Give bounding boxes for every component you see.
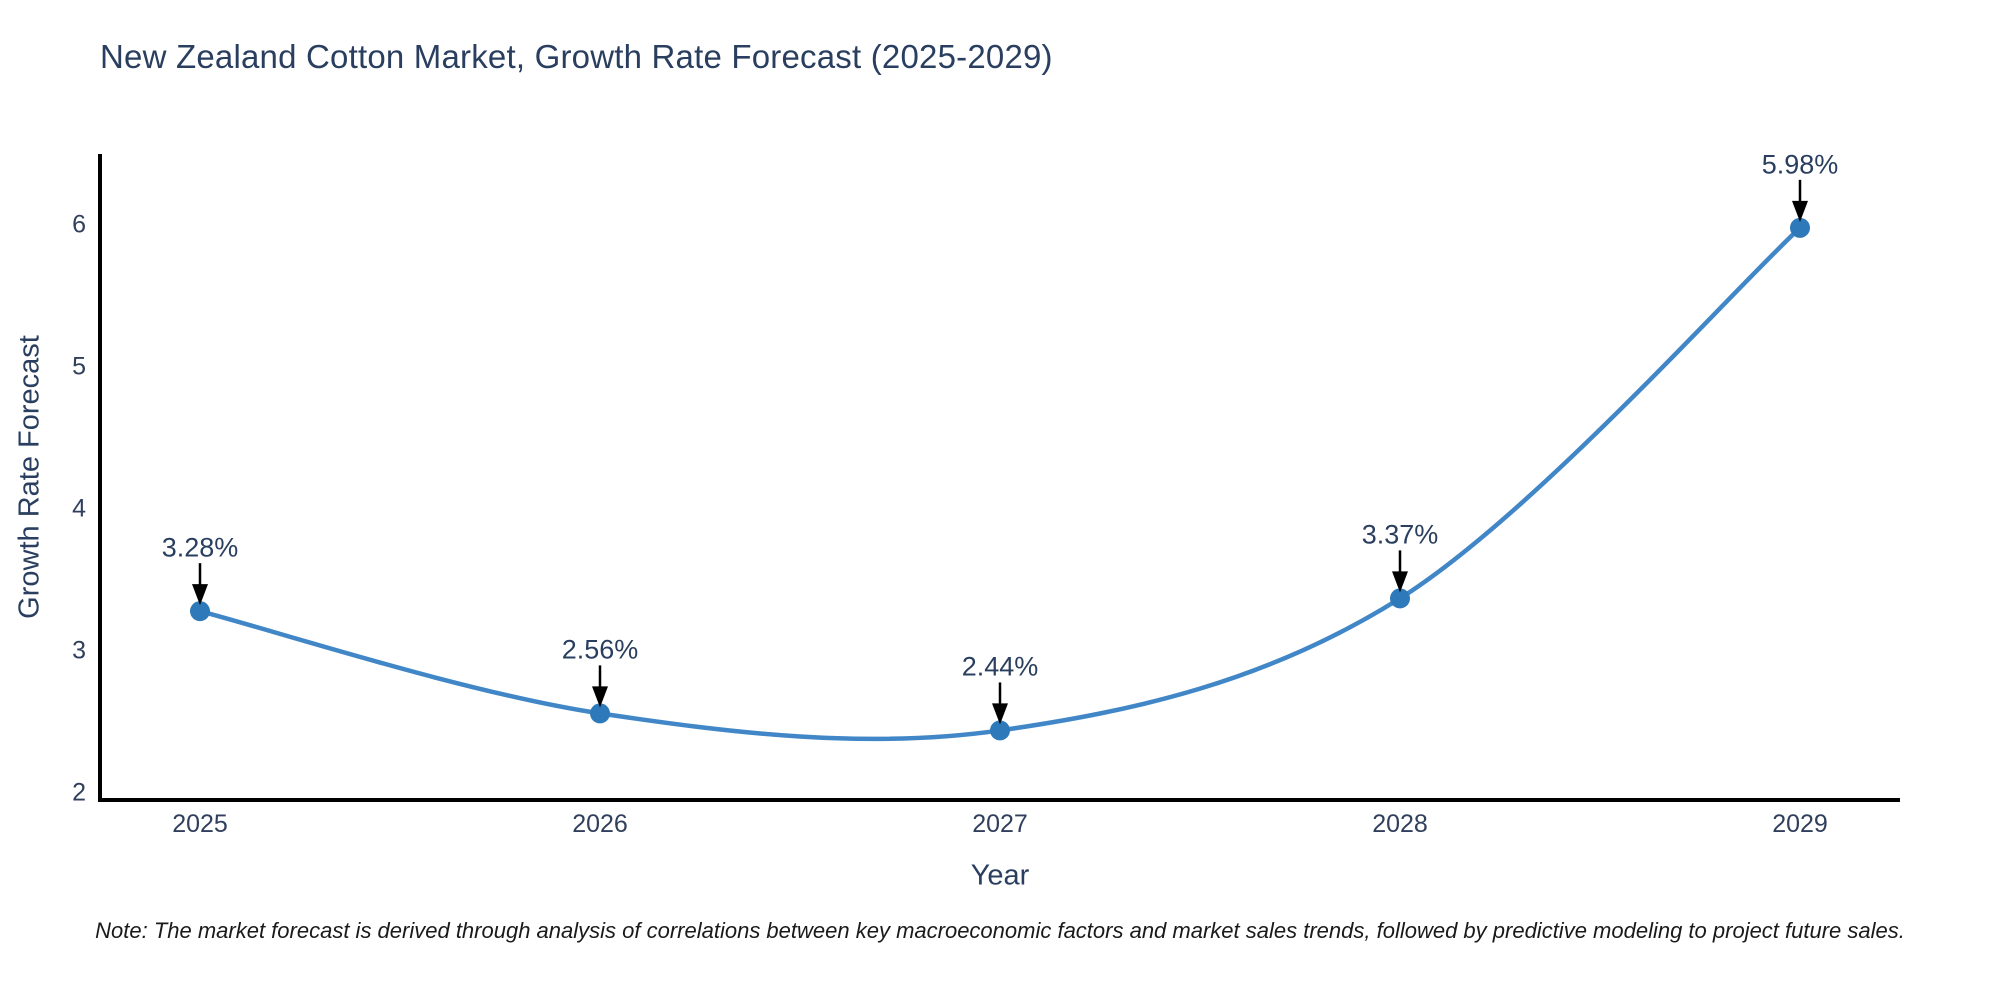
data-point-marker [1790,217,1810,238]
point-value-label: 5.98% [1761,149,1839,180]
annotation-arrow-head [592,686,608,708]
annotation-arrow-head [1792,200,1808,222]
chart-title: New Zealand Cotton Market, Growth Rate F… [100,38,1053,75]
point-value-label: 3.37% [1361,519,1439,550]
point-value-label: 3.28% [161,532,239,563]
x-tick-label: 2027 [972,810,1028,838]
x-tick-label: 2028 [1372,810,1428,838]
y-tick-label: 4 [72,494,86,523]
point-value-label: 2.44% [961,651,1039,682]
data-point-marker [990,720,1010,741]
footnote: Note: The market forecast is derived thr… [95,918,1905,943]
annotation-arrow-head [1392,571,1408,593]
y-tick-label: 5 [72,352,86,381]
data-point-marker [1390,588,1410,609]
x-tick-label: 2026 [572,810,628,838]
point-value-label: 2.56% [561,634,639,665]
data-point-marker [590,703,610,724]
y-tick-label: 3 [72,636,86,665]
x-axis-title: Year [970,859,1030,892]
y-tick-label: 6 [72,210,86,239]
x-tick-label: 2025 [172,810,228,838]
y-tick-label: 2 [72,778,86,807]
annotation-arrow-head [992,703,1008,725]
annotation-arrow-head [192,584,208,606]
x-tick-label: 2029 [1772,810,1828,838]
data-point-marker [190,601,210,622]
